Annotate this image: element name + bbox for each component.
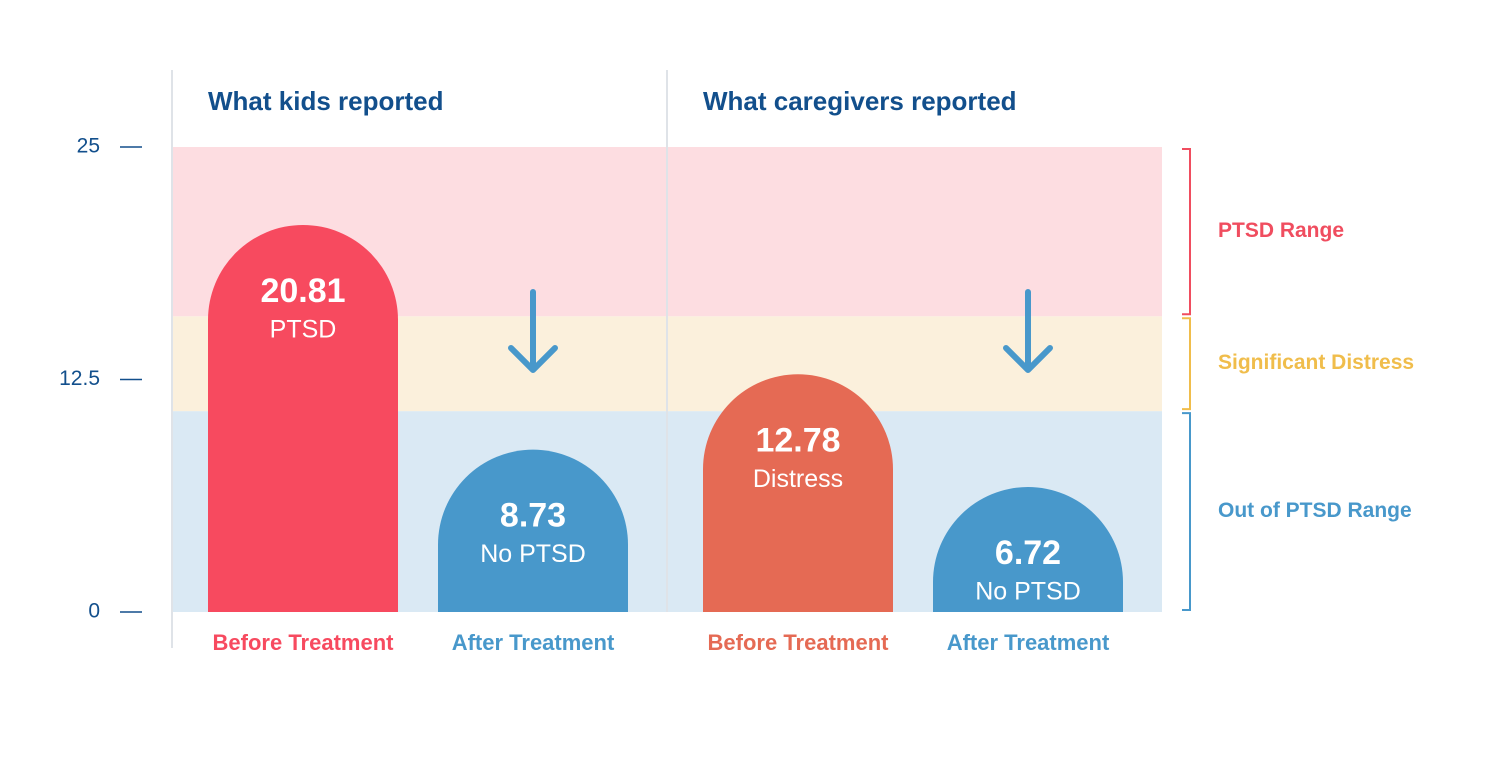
bar-label: Distress: [753, 465, 843, 493]
band-bracket: [1182, 148, 1191, 316]
band-label: Out of PTSD Range: [1218, 499, 1412, 522]
y-tick-label: 12.5: [59, 367, 100, 390]
bar: [438, 449, 628, 612]
panel-title: What caregivers reported: [703, 86, 1017, 116]
x-tick-label: Before Treatment: [708, 630, 890, 655]
arrow: [1003, 289, 1053, 373]
x-tick-label: Before Treatment: [213, 630, 395, 655]
band-label: Significant Distress: [1218, 351, 1414, 374]
band-label: PTSD Range: [1218, 219, 1344, 242]
band-bracket: [1182, 317, 1191, 411]
y-tick-label: 0: [88, 600, 100, 623]
plot: Out of PTSD Range Significant Distress PTS…: [59, 70, 1414, 655]
arrow: [508, 289, 558, 373]
value-label: 20.81: [260, 272, 345, 310]
bar-label: No PTSD: [480, 540, 586, 568]
value-label: 8.73: [500, 497, 566, 535]
bar-label: PTSD: [270, 316, 337, 344]
bar: [703, 374, 893, 612]
bar: [933, 487, 1123, 612]
y-tick-label: 25: [77, 135, 100, 158]
panel-title: What kids reported: [208, 86, 443, 116]
bar: [208, 224, 398, 612]
value-label: 6.72: [995, 534, 1061, 572]
x-tick-label: After Treatment: [947, 630, 1110, 655]
band-bracket: [1182, 412, 1191, 611]
x-tick-label: After Treatment: [452, 630, 615, 655]
value-label: 12.78: [755, 421, 840, 459]
bar-label: No PTSD: [975, 578, 1081, 606]
